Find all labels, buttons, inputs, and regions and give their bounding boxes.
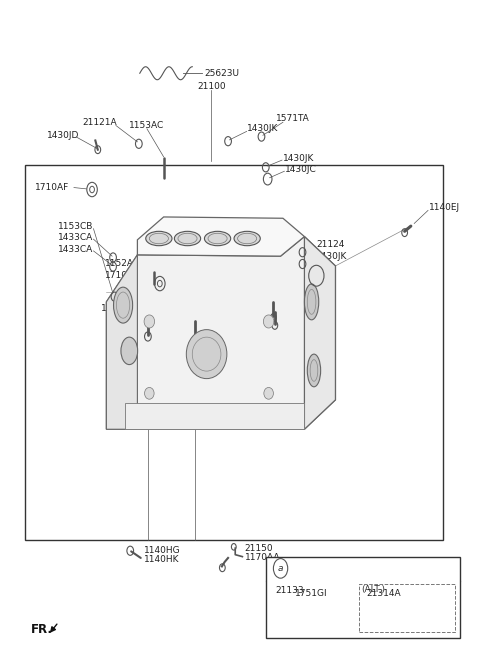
Text: FR.: FR. (31, 623, 53, 636)
Text: 1710AA: 1710AA (106, 270, 141, 279)
Ellipse shape (264, 315, 274, 328)
Text: 1710AF: 1710AF (35, 183, 69, 192)
Ellipse shape (174, 232, 201, 246)
Text: 1430JK: 1430JK (247, 124, 278, 133)
Polygon shape (107, 237, 336, 429)
Text: 21133: 21133 (276, 586, 304, 595)
Text: 1571TA: 1571TA (276, 114, 310, 123)
Text: 1152AA: 1152AA (106, 260, 141, 268)
Ellipse shape (304, 284, 319, 320)
Ellipse shape (204, 232, 231, 246)
Ellipse shape (144, 315, 155, 328)
Text: 21150: 21150 (245, 544, 274, 552)
Text: 21121A: 21121A (82, 117, 117, 127)
Text: 1433CA: 1433CA (58, 234, 93, 242)
Bar (360, 584, 455, 632)
Text: 1140EJ: 1140EJ (429, 203, 460, 212)
Text: 1140JF: 1140JF (101, 304, 131, 313)
Text: 11403C: 11403C (288, 287, 323, 297)
Polygon shape (107, 255, 137, 429)
Bar (266, 557, 459, 638)
Text: (ALT.): (ALT.) (362, 584, 386, 594)
Ellipse shape (307, 354, 321, 387)
Text: 25623U: 25623U (204, 69, 239, 78)
Text: 1433CA: 1433CA (58, 245, 93, 254)
Text: 1140FZ: 1140FZ (206, 306, 240, 315)
Polygon shape (125, 403, 304, 429)
Ellipse shape (121, 337, 138, 365)
Polygon shape (304, 237, 336, 429)
Text: 1430JD: 1430JD (47, 131, 80, 140)
Text: 21124: 21124 (316, 240, 345, 249)
Text: a: a (278, 564, 283, 573)
Ellipse shape (144, 388, 154, 400)
Text: 1140HG: 1140HG (144, 546, 180, 554)
Text: 1430JC: 1430JC (285, 165, 317, 174)
Ellipse shape (146, 232, 172, 246)
Text: 1153CB: 1153CB (58, 222, 93, 232)
Text: a: a (313, 271, 319, 281)
Text: 1430JK: 1430JK (283, 154, 314, 163)
Text: 1153AC: 1153AC (129, 121, 165, 130)
Text: 21100: 21100 (197, 82, 226, 91)
Bar (25, 165, 443, 541)
Text: 21314A: 21314A (366, 589, 401, 598)
Text: 1140HK: 1140HK (144, 555, 179, 564)
Text: 1170AA: 1170AA (245, 554, 280, 562)
Ellipse shape (234, 232, 260, 246)
Text: 21114: 21114 (288, 299, 316, 308)
Ellipse shape (186, 329, 227, 379)
Ellipse shape (264, 388, 274, 400)
Text: 1751GI: 1751GI (295, 589, 327, 598)
Polygon shape (137, 217, 304, 256)
Text: 1430JK: 1430JK (316, 252, 348, 260)
Ellipse shape (114, 287, 132, 323)
